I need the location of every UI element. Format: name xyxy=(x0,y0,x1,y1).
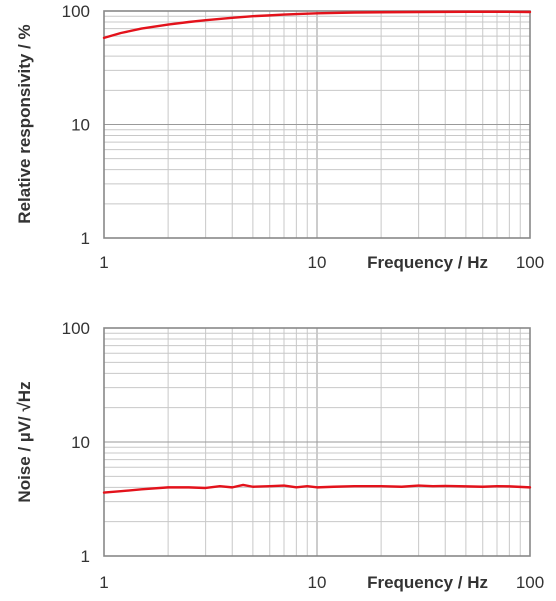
y-tick-label: 100 xyxy=(62,319,90,338)
x-axis-label: Frequency / Hz xyxy=(367,573,488,592)
y-tick-label: 1 xyxy=(81,547,90,566)
x-tick-label: 10 xyxy=(308,573,327,592)
y-tick-label: 10 xyxy=(71,433,90,452)
x-tick-label: 1 xyxy=(99,253,108,272)
plot-frame xyxy=(103,327,531,557)
x-tick-label: 10 xyxy=(308,253,327,272)
x-tick-label: 100 xyxy=(516,573,544,592)
series-line xyxy=(102,483,532,494)
y-tick-label: 100 xyxy=(62,2,90,21)
plot-frame xyxy=(103,10,531,239)
x-axis-label: Frequency / Hz xyxy=(367,253,488,272)
gridlines xyxy=(103,328,530,557)
x-tick-label: 1 xyxy=(99,573,108,592)
gridlines xyxy=(103,11,530,239)
y-axis-label: Relative responsivity / % xyxy=(15,24,34,223)
series-line xyxy=(102,10,532,40)
x-tick-label: 100 xyxy=(516,253,544,272)
y-axis-label: Noise / µV/ √Hz xyxy=(15,381,34,502)
y-tick-label: 1 xyxy=(81,229,90,248)
y-tick-label: 10 xyxy=(71,116,90,135)
chart-panel-1: 1 10 100 1 10 100 Frequency / Hz Relative respo… xyxy=(15,2,544,272)
chart-panel-2: 1 10 100 1 10 100 Frequency / Hz Noise / µV/ √H… xyxy=(15,319,544,592)
